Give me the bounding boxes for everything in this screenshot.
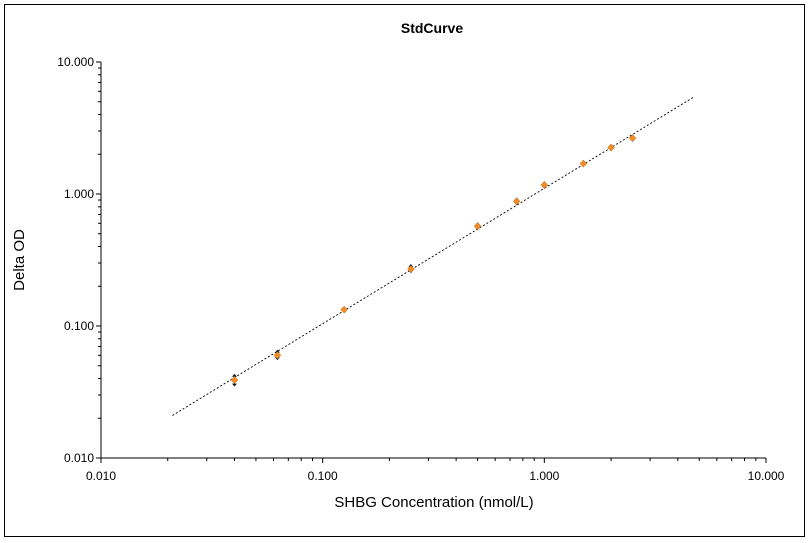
data-point bbox=[540, 181, 549, 189]
y-tick-label: 1.000 bbox=[64, 187, 94, 201]
data-point bbox=[512, 197, 521, 206]
fit-line bbox=[172, 96, 694, 416]
data-point bbox=[628, 134, 637, 142]
y-axis-title: Delta OD bbox=[11, 229, 28, 291]
x-axis-title: SHBG Concentration (nmol/L) bbox=[334, 494, 533, 511]
data-point bbox=[340, 305, 349, 314]
x-tick-label: 0.010 bbox=[86, 469, 116, 483]
error-cap-top bbox=[231, 373, 237, 377]
chart-title: StdCurve bbox=[401, 20, 463, 36]
y-tick-label: 10.000 bbox=[57, 55, 94, 69]
data-point bbox=[607, 143, 615, 152]
plot-area: 0.010 0.100 1.000 10.000 0.010 0.100 1.000 10.0… bbox=[57, 55, 784, 483]
chart-frame bbox=[4, 4, 805, 537]
data-point bbox=[579, 159, 588, 168]
error-cap-top bbox=[274, 349, 280, 353]
data-point bbox=[473, 222, 482, 231]
data-point bbox=[407, 265, 415, 273]
y-tick-label: 0.100 bbox=[64, 319, 94, 333]
x-tick-label: 0.100 bbox=[308, 469, 338, 483]
error-cap-bottom bbox=[231, 383, 237, 387]
data-point bbox=[273, 351, 282, 360]
data-point bbox=[230, 376, 239, 384]
x-tick-label: 10.000 bbox=[748, 469, 785, 483]
y-tick-label: 0.010 bbox=[64, 451, 94, 465]
x-tick-label: 1.000 bbox=[529, 469, 559, 483]
